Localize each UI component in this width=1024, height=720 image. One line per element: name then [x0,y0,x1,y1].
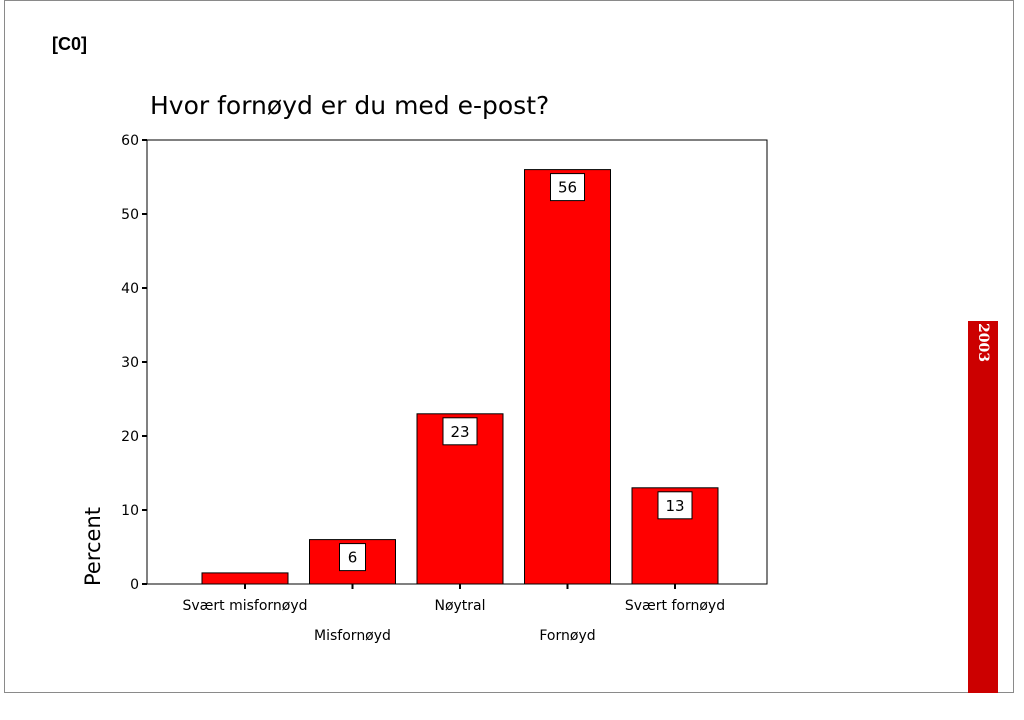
y-tick-label: 30 [121,355,139,371]
data-label-box [657,491,693,520]
x-tick-label: Misfornøyd [314,628,391,644]
data-labels: 6 23 56 13 [339,173,693,572]
y-axis-title: Percent [81,507,105,586]
y-tick-label: 20 [121,429,139,445]
x-tick-label: Nøytral [434,598,485,614]
bars [201,169,719,585]
data-label: 13 [665,497,684,515]
data-label-box [442,417,478,446]
slide-label: [C0] [52,34,87,54]
x-tick-label: Svært fornøyd [625,598,725,614]
data-label: 23 [450,423,469,441]
year-side-bar: 2003 [968,321,998,693]
bar [201,572,289,585]
y-tick-label: 40 [121,281,139,297]
slide-frame: [C0] [4,0,1014,693]
y-tick-label: 0 [130,577,139,593]
data-label-box [339,543,366,572]
y-tick-label: 60 [121,133,139,149]
x-tick-label: Svært misfornøyd [182,598,307,614]
year-label: 2003 [975,323,991,362]
data-label: 6 [348,549,358,567]
y-tick-label: 50 [121,207,139,223]
data-label: 56 [558,179,577,197]
y-axis: 0 10 20 30 40 50 60 [121,133,147,593]
x-axis: Svært misfornøyd Misfornøyd Nøytral Fornøyd… [182,584,725,644]
y-tick-label: 10 [121,503,139,519]
chart-title: Hvor fornøyd er du med e-post? [150,91,549,120]
data-label-box [550,173,585,202]
x-tick-label: Fornøyd [539,628,595,644]
bar [524,169,611,585]
